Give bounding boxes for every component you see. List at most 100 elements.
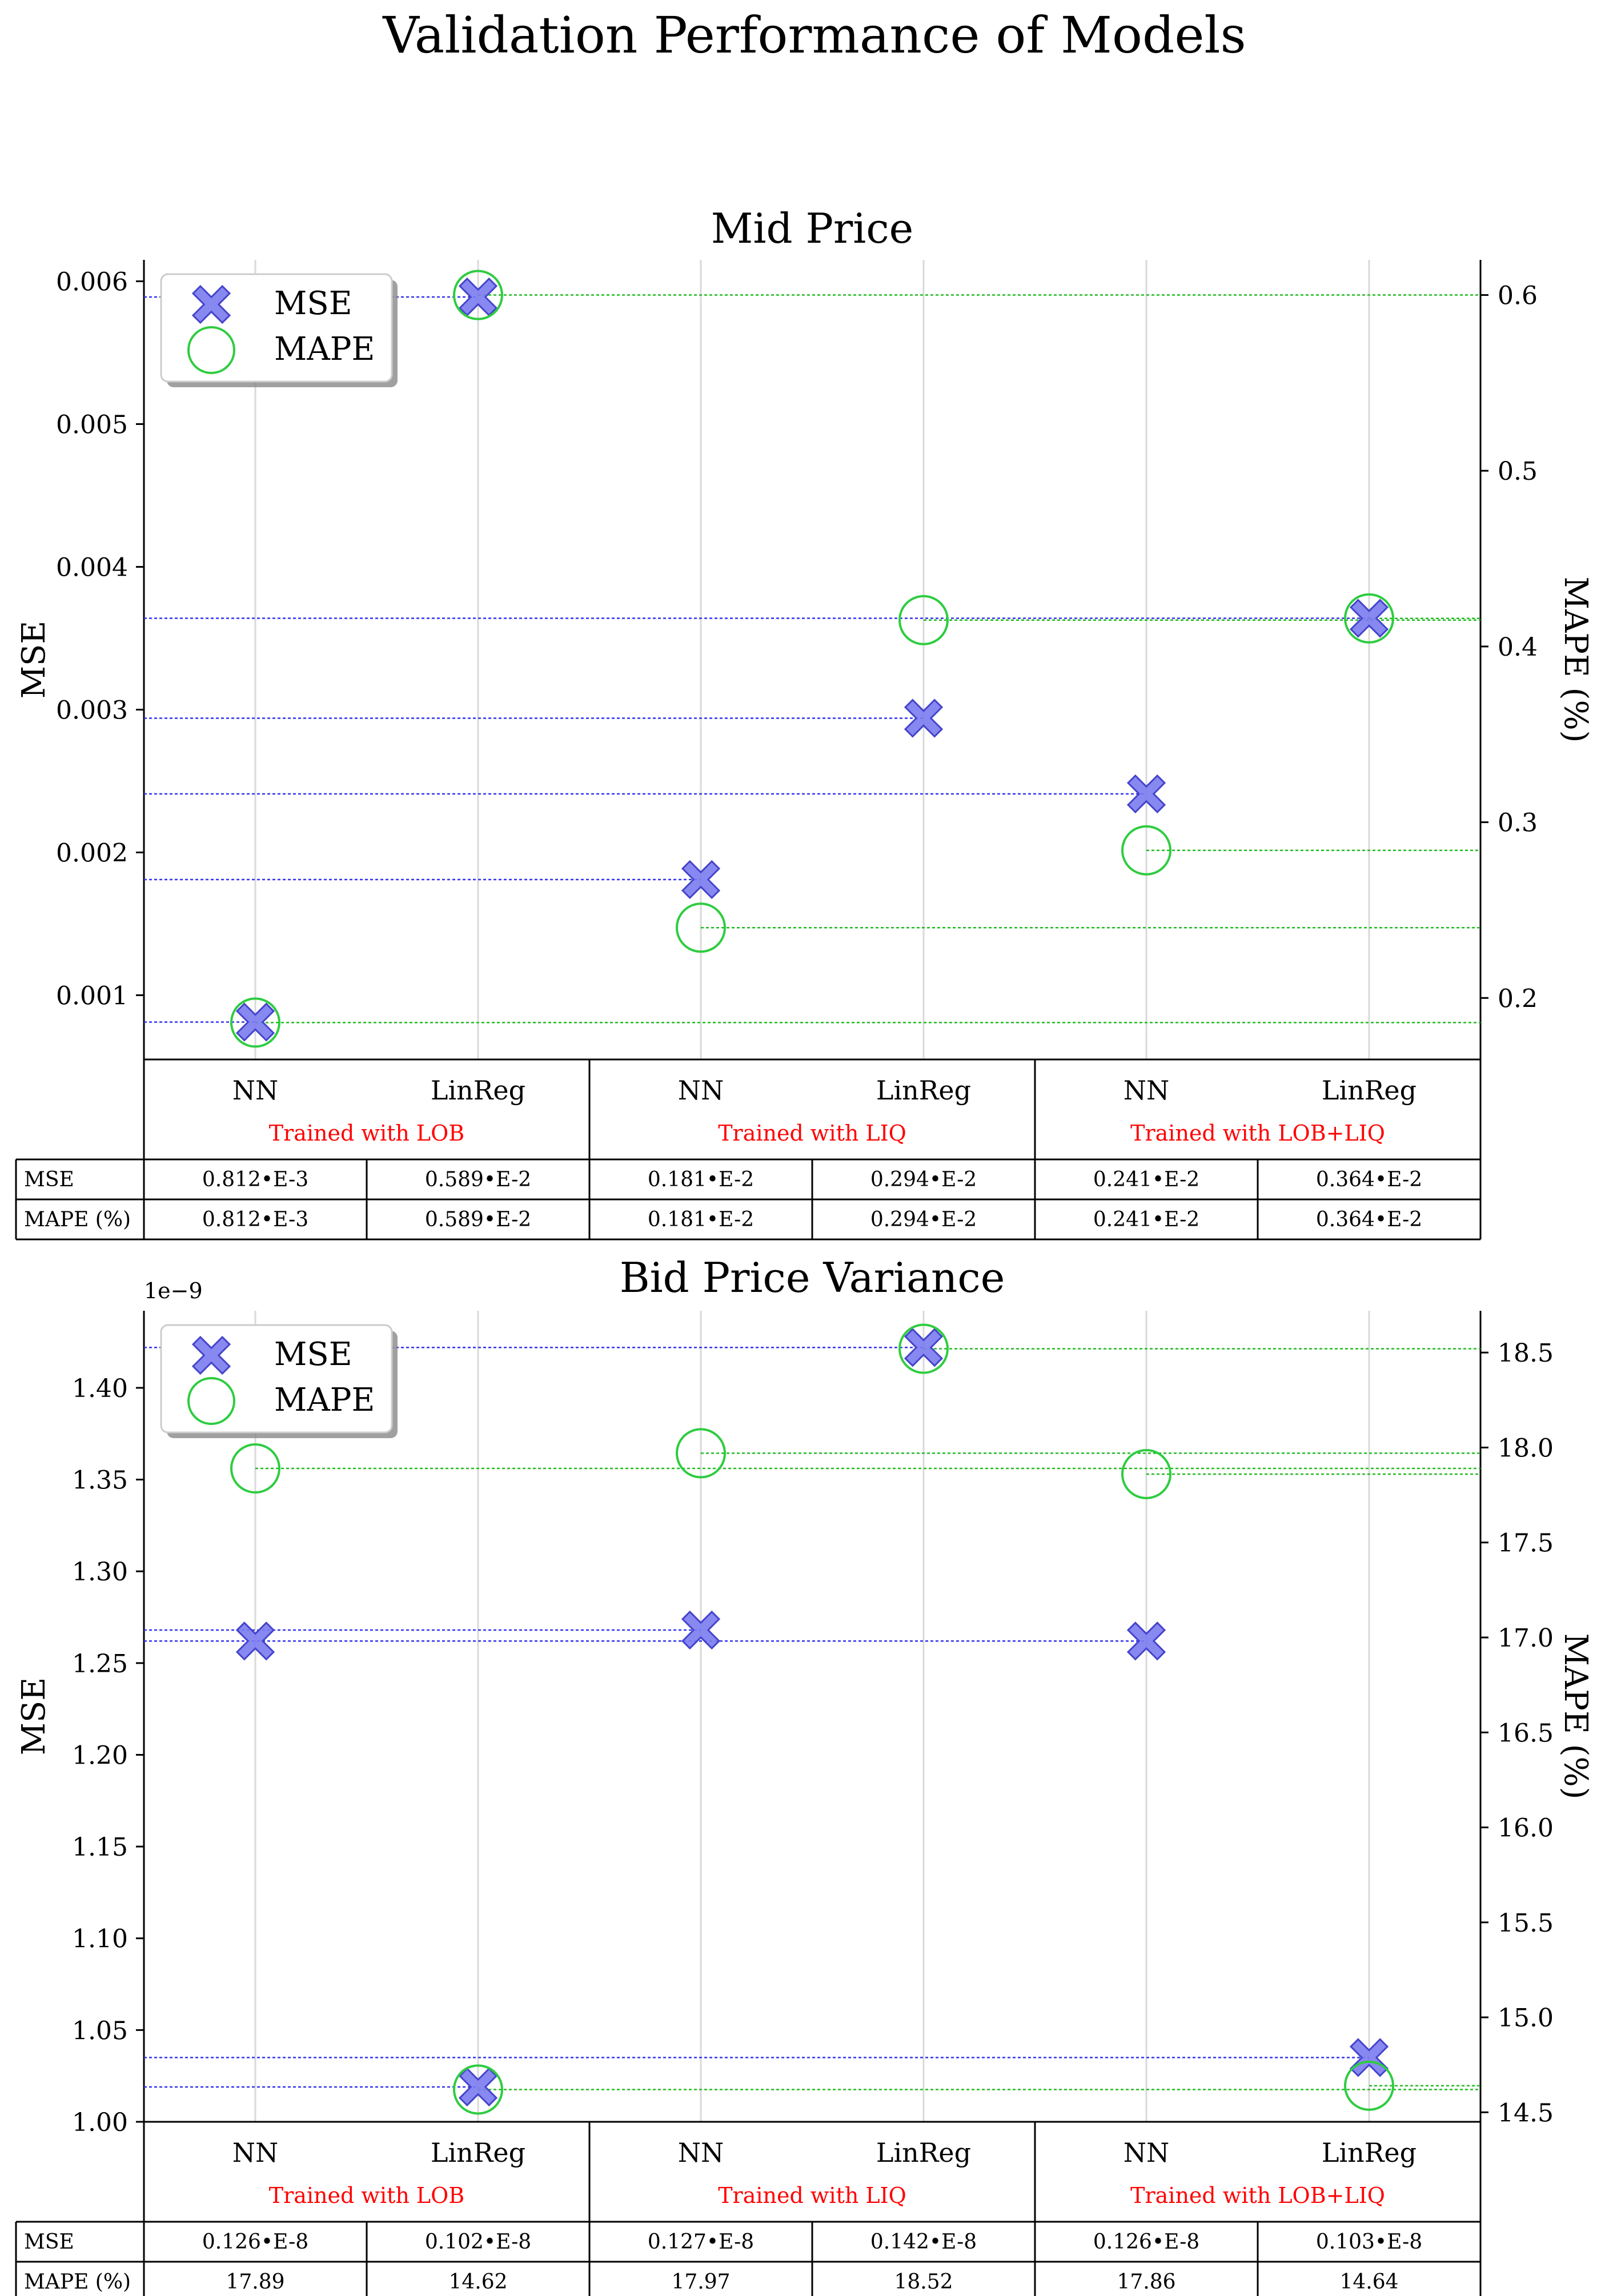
left-tick-label: 1.20 xyxy=(72,1741,128,1770)
table-cell: 0.241•E-2 xyxy=(1093,1208,1199,1231)
category-label: LinReg xyxy=(1322,2137,1417,2168)
category-label: NN xyxy=(232,1075,279,1106)
mape-point xyxy=(676,902,726,953)
right-tick-label: 15.0 xyxy=(1498,2004,1554,2033)
mape-point xyxy=(453,2064,503,2115)
right-tick-label: 0.5 xyxy=(1498,457,1538,486)
panel-title: Bid Price Variance xyxy=(620,1254,1005,1302)
category-label: LinReg xyxy=(1322,1075,1417,1106)
category-label: LinReg xyxy=(876,1075,971,1106)
right-tick-label: 16.0 xyxy=(1498,1814,1554,1843)
right-axis-label: MAPE (%) xyxy=(1557,1633,1594,1799)
panel-title: Mid Price xyxy=(711,204,914,252)
legend-mse-marker xyxy=(191,1335,231,1375)
table-cell: 0.181•E-2 xyxy=(648,1208,754,1231)
legend: MSE MAPE xyxy=(160,1324,398,1438)
table-cell: 17.97 xyxy=(671,2270,730,2294)
legend-mse-label: MSE xyxy=(274,1336,352,1373)
mape-point xyxy=(1344,593,1394,644)
right-tick-label: 15.5 xyxy=(1498,1909,1554,1938)
table-row-label: MAPE (%) xyxy=(24,2270,131,2294)
table-cell: 0.127•E-8 xyxy=(648,2230,754,2254)
table-cell: 0.812•E-3 xyxy=(202,1168,308,1191)
category-label: NN xyxy=(1123,2137,1170,2168)
figure-title: Validation Performance of Models xyxy=(382,6,1246,65)
table-row-label: MSE xyxy=(24,1168,74,1191)
left-tick-label: 0.005 xyxy=(56,411,128,440)
legend-mape-label: MAPE xyxy=(274,1382,375,1419)
left-tick-label: 1.05 xyxy=(72,2016,128,2045)
left-tick-label: 1.40 xyxy=(72,1374,128,1403)
group-label: Trained with LIQ xyxy=(718,1121,906,1146)
mape-point xyxy=(1344,2060,1394,2111)
mape-point xyxy=(230,997,280,1048)
table-cell: 14.62 xyxy=(448,2270,507,2294)
table-cell: 0.126•E-8 xyxy=(1093,2230,1199,2254)
mse-point xyxy=(458,2067,498,2107)
table-cell: 0.102•E-8 xyxy=(425,2230,531,2254)
table-row-label: MAPE (%) xyxy=(24,1208,131,1231)
mape-point xyxy=(898,1323,949,1374)
mse-point xyxy=(458,277,498,317)
mse-point xyxy=(904,699,944,738)
right-tick-label: 0.4 xyxy=(1498,633,1538,662)
category-label: NN xyxy=(1123,1075,1170,1106)
group-label: Trained with LOB xyxy=(269,2183,465,2208)
mape-point xyxy=(453,270,503,320)
left-tick-label: 0.004 xyxy=(56,553,128,583)
category-label: NN xyxy=(678,1075,724,1106)
right-tick-label: 17.5 xyxy=(1498,1529,1554,1558)
mse-point xyxy=(235,1621,275,1661)
right-axis-label: MAPE (%) xyxy=(1557,576,1594,742)
left-tick-label: 0.002 xyxy=(56,839,128,868)
left-tick-label: 1.25 xyxy=(72,1649,128,1679)
bid-price-variance-panel: Bid Price Variance 1.00 1.05 1.10 1.15 1.20 1.… xyxy=(15,1254,1594,2296)
legend-mape-marker xyxy=(187,326,235,374)
left-tick-label: 1.00 xyxy=(72,2108,128,2137)
left-axis-label: MSE xyxy=(15,1677,53,1756)
mse-point xyxy=(235,1002,275,1042)
category-label: NN xyxy=(678,2137,724,2168)
table-cell: 0.241•E-2 xyxy=(1093,1168,1199,1191)
table-cell: 0.126•E-8 xyxy=(202,2230,308,2254)
table-cell: 0.812•E-3 xyxy=(202,1208,308,1231)
legend-mape-label: MAPE xyxy=(274,331,375,368)
group-label: Trained with LOB+LIQ xyxy=(1130,2183,1385,2208)
legend-mape-marker xyxy=(187,1377,235,1425)
right-tick-label: 0.3 xyxy=(1498,809,1538,838)
mse-point xyxy=(1349,599,1389,638)
mse-point xyxy=(681,1610,721,1650)
mape-point xyxy=(230,1443,280,1494)
left-tick-label: 1.35 xyxy=(72,1466,128,1495)
left-tick-label: 1.15 xyxy=(72,1833,128,1862)
category-label: LinReg xyxy=(431,2137,525,2168)
category-label: LinReg xyxy=(876,2137,971,2168)
table-cell: 0.364•E-2 xyxy=(1316,1208,1422,1231)
mape-point xyxy=(1121,1448,1171,1499)
table-cell: 0.103•E-8 xyxy=(1316,2230,1422,2254)
left-tick-label: 1.10 xyxy=(72,1925,128,1954)
right-tick-label: 18.0 xyxy=(1498,1434,1554,1463)
mse-point xyxy=(904,1328,944,1367)
legend: MSE MAPE xyxy=(160,273,398,387)
group-label: Trained with LIQ xyxy=(718,2183,906,2208)
table-cell: 14.64 xyxy=(1339,2270,1398,2294)
left-tick-label: 0.003 xyxy=(56,696,128,725)
right-tick-label: 17.0 xyxy=(1498,1624,1554,1653)
right-tick-label: 14.5 xyxy=(1498,2098,1554,2128)
mape-point xyxy=(1121,825,1171,876)
table-cell: 0.294•E-2 xyxy=(870,1208,977,1231)
mape-point xyxy=(676,1428,726,1479)
table-cell: 0.364•E-2 xyxy=(1316,1168,1422,1191)
results-table: NN LinReg NN LinReg NN LinReg Trained with LOB… xyxy=(15,1058,1482,1241)
table-row-label: MSE xyxy=(24,2230,74,2254)
right-tick-label: 18.5 xyxy=(1498,1339,1554,1368)
mid-price-panel: Mid Price 0.001 0.002 0.003 0.004 0.005 0.006 0… xyxy=(15,204,1594,1241)
results-table: NN LinReg NN LinReg NN LinReg Trained with LOB… xyxy=(15,2121,1482,2296)
table-cell: 0.142•E-8 xyxy=(870,2230,977,2254)
mse-point xyxy=(1126,1621,1166,1661)
left-tick-label: 0.006 xyxy=(56,268,128,297)
table-cell: 0.181•E-2 xyxy=(648,1168,754,1191)
category-label: LinReg xyxy=(431,1075,525,1106)
